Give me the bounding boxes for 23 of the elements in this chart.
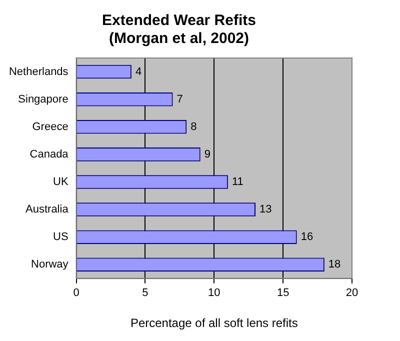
y-tick-label: Canada bbox=[30, 148, 70, 160]
y-tick-label: Norway bbox=[31, 258, 69, 271]
data-label: 16 bbox=[300, 231, 314, 244]
x-tick-label: 10 bbox=[208, 287, 220, 300]
data-label: 7 bbox=[176, 93, 183, 106]
x-tick-label: 15 bbox=[276, 287, 290, 300]
data-label: 4 bbox=[135, 66, 142, 78]
y-tick-label: US bbox=[53, 231, 68, 244]
y-tick-label: Singapore bbox=[18, 93, 68, 106]
data-label: 11 bbox=[232, 176, 244, 188]
x-tick-label: 0 bbox=[73, 287, 80, 300]
y-tick-label: Netherlands bbox=[8, 66, 69, 78]
y-tick-label: Greece bbox=[32, 120, 68, 133]
x-tick-label: 5 bbox=[142, 287, 148, 300]
y-tick-label: UK bbox=[53, 176, 69, 188]
x-tick-label: 20 bbox=[346, 287, 358, 300]
data-label: 8 bbox=[190, 120, 197, 133]
y-tick-label: Australia bbox=[26, 204, 70, 216]
data-label: 13 bbox=[260, 204, 272, 216]
chart-title: Extended Wear Refits (Morgan et al, 2002) bbox=[102, 12, 256, 48]
x-axis-title: Percentage of all soft lens refits bbox=[130, 316, 298, 330]
data-label: 18 bbox=[328, 258, 341, 271]
data-label: 9 bbox=[204, 148, 210, 160]
